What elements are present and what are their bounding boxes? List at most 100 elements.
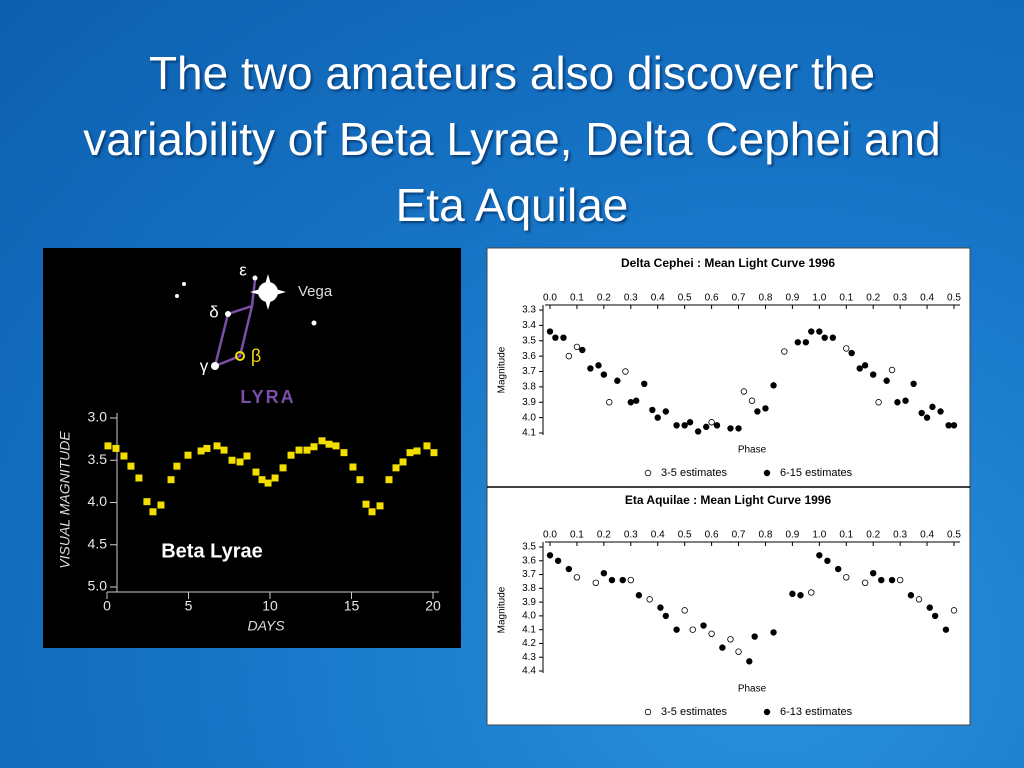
data-point — [423, 442, 431, 450]
data-point — [945, 422, 952, 429]
data-point — [816, 552, 823, 559]
data-point — [376, 502, 384, 510]
legend-marker — [763, 469, 771, 477]
data-point — [816, 328, 823, 335]
data-point — [554, 557, 562, 564]
y-axis-label: VISUAL MAGNITUDE — [57, 431, 73, 569]
data-point — [794, 339, 801, 346]
data-point — [657, 604, 664, 611]
y-tick-label: 4.0 — [522, 611, 536, 622]
data-point — [843, 345, 850, 352]
x-tick-label: 0.5 — [947, 293, 961, 304]
data-point — [258, 476, 266, 484]
legend-label: 6-13 estimates — [780, 706, 853, 718]
data-point — [606, 399, 613, 406]
x-tick-label: 0.1 — [839, 530, 853, 541]
data-point — [157, 501, 165, 509]
data-point — [600, 569, 608, 577]
x-axis-label: Phase — [738, 684, 767, 695]
data-point — [923, 414, 931, 421]
star-label: ε — [239, 260, 247, 279]
x-tick-label: 0 — [103, 598, 111, 614]
data-point — [673, 626, 680, 633]
data-point — [735, 648, 742, 655]
x-tick-label: 0.1 — [570, 530, 584, 541]
data-point — [392, 464, 400, 472]
data-point — [271, 474, 279, 482]
y-tick-label: 3.6 — [522, 555, 536, 566]
data-point — [641, 380, 648, 387]
data-point — [931, 612, 939, 620]
data-point — [587, 365, 594, 372]
data-point — [708, 419, 715, 426]
data-point — [627, 399, 634, 406]
data-point — [127, 462, 135, 470]
data-point — [797, 592, 804, 599]
x-tick-label: 0.3 — [893, 530, 907, 541]
star — [182, 282, 186, 286]
data-point — [746, 658, 753, 665]
data-point — [915, 596, 923, 603]
data-point — [264, 479, 272, 487]
x-tick-label: 0.6 — [705, 530, 719, 541]
y-axis-label: Magnitude — [497, 346, 508, 393]
data-point — [362, 500, 370, 508]
data-point — [220, 446, 228, 454]
data-point — [167, 476, 175, 484]
data-point — [848, 349, 855, 357]
data-point — [727, 425, 734, 432]
x-tick-label: 0.2 — [866, 293, 880, 304]
x-tick-label: 0.9 — [785, 530, 799, 541]
data-point — [727, 636, 734, 643]
x-tick-label: 0.2 — [597, 293, 611, 304]
star — [211, 362, 219, 370]
data-point — [824, 557, 831, 564]
x-tick-label: 0.1 — [839, 293, 853, 304]
legend-label: 3-5 estimates — [661, 467, 728, 479]
x-axis-label: DAYS — [247, 618, 285, 634]
data-point — [888, 576, 896, 584]
data-point — [708, 630, 715, 637]
data-point — [829, 334, 836, 341]
beta-lyrae-star — [235, 351, 245, 361]
x-tick-label: 0.3 — [624, 293, 638, 304]
data-point — [883, 377, 890, 384]
star — [252, 275, 258, 281]
x-tick-label: 0.8 — [759, 293, 773, 304]
data-point — [735, 425, 742, 432]
y-tick-label: 4.1 — [522, 428, 536, 439]
data-point — [888, 366, 896, 374]
data-point — [654, 414, 661, 421]
x-tick-label: 0.2 — [597, 530, 611, 541]
y-tick-label: 3.9 — [522, 397, 536, 408]
data-point — [703, 423, 710, 431]
data-point — [918, 409, 925, 417]
chart-title: Eta Aquilae : Mean Light Curve 1996 — [625, 493, 832, 507]
data-point — [781, 348, 788, 355]
data-point — [197, 447, 205, 455]
data-point — [385, 476, 393, 484]
data-point — [619, 576, 626, 584]
data-point — [332, 442, 340, 450]
data-point — [173, 462, 181, 470]
data-point — [894, 399, 901, 406]
data-point — [579, 346, 586, 354]
data-point — [310, 443, 318, 451]
data-point — [325, 440, 333, 448]
x-tick-label: 0.6 — [705, 293, 719, 304]
x-tick-label: 0.5 — [678, 293, 692, 304]
y-tick-label: 3.8 — [522, 583, 536, 594]
data-point — [135, 474, 143, 482]
data-point — [287, 451, 295, 459]
legend-label: 3-5 estimates — [661, 706, 728, 718]
x-tick-label: 1.0 — [812, 293, 826, 304]
y-tick-label: 3.5 — [88, 451, 108, 467]
y-tick-label: 3.4 — [522, 320, 536, 331]
y-tick-label: 3.9 — [522, 597, 536, 608]
star-label: Vega — [298, 283, 333, 300]
data-point — [104, 442, 112, 450]
data-point — [808, 589, 815, 596]
data-point — [649, 406, 656, 414]
